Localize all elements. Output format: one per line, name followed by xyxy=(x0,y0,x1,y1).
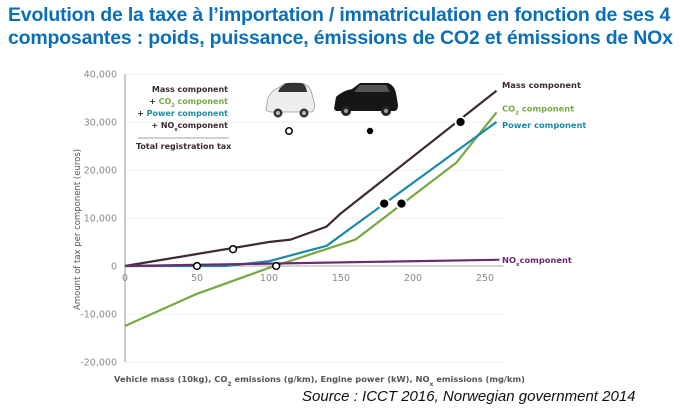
legend-box: Mass component + CO2 component+ Power com… xyxy=(136,85,232,151)
suv-data-marker xyxy=(397,199,406,208)
vehicle-markers xyxy=(192,116,467,271)
small-car-marker xyxy=(285,127,293,135)
legend-total: Total registration tax xyxy=(136,142,232,151)
source-note: Source : ICCT 2016, Norwegian government… xyxy=(302,388,636,405)
x-tick-label: 200 xyxy=(404,273,422,284)
suv-marker xyxy=(366,127,374,135)
suv-icon xyxy=(334,83,398,116)
legend-item: + NOxcomponent xyxy=(151,121,228,133)
y-tick-label: 10,000 xyxy=(84,214,117,225)
series-label-power-component: Power component xyxy=(502,120,586,130)
x-tick-label: 50 xyxy=(191,273,203,284)
series-line-mass-component xyxy=(124,89,498,268)
suv-data-marker xyxy=(456,117,465,127)
x-tick-label: 0 xyxy=(122,273,128,284)
x-tick-label: 250 xyxy=(476,273,494,284)
small-car-data-marker xyxy=(192,261,202,271)
small-car-data-marker xyxy=(272,261,281,271)
legend-item: + Power component xyxy=(137,109,228,118)
y-tick-label: -20,000 xyxy=(80,358,117,369)
y-tick-label: 0 xyxy=(111,262,117,273)
y-tick-label: 30,000 xyxy=(84,118,117,129)
series-line-nox-component xyxy=(124,258,497,268)
series-label-mass-component: Mass component xyxy=(502,80,581,90)
slide-title: Evolution de la taxe à l’importation / i… xyxy=(8,4,673,49)
legend-item: + CO2 component xyxy=(149,97,228,109)
x-axis-label: Vehicle mass (10kg), CO2 emissions (g/km… xyxy=(114,374,525,388)
x-tick-labels: 0 50 100 150 200 250 xyxy=(122,273,494,284)
y-tick-label: 40,000 xyxy=(84,70,117,81)
y-tick-label: 20,000 xyxy=(84,166,117,177)
series-label-nox-component: NOxcomponent xyxy=(502,255,572,268)
series-line-co2-component xyxy=(124,111,498,328)
small-car-icon xyxy=(265,82,316,118)
small-car-data-marker xyxy=(228,245,238,254)
y-axis-label: Amount of tax per component (euros) xyxy=(73,149,83,310)
suv-data-marker xyxy=(380,199,389,208)
grid xyxy=(125,73,504,363)
y-tick-labels: -20,000 -10,000 0 10,000 20,000 30,000 40,000 xyxy=(80,70,117,369)
legend-item: Mass component xyxy=(152,85,228,94)
y-tick-label: -10,000 xyxy=(80,310,117,321)
series-labels: Mass component CO2 component Power compone… xyxy=(496,80,586,268)
x-tick-label: 150 xyxy=(332,273,350,284)
x-tick-label: 100 xyxy=(260,273,278,284)
series-label-co2-component: CO2 component xyxy=(502,103,574,116)
